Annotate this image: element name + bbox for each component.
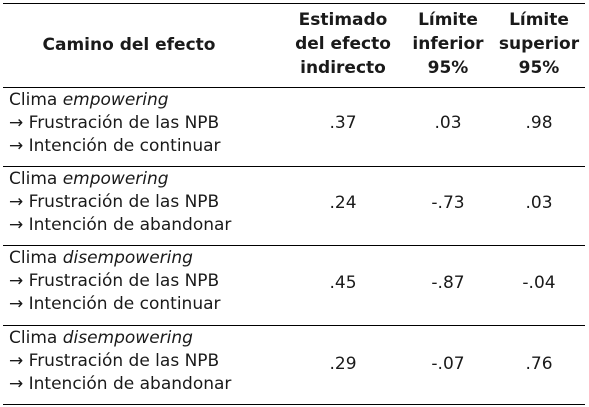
bottom-rule	[3, 404, 585, 405]
header-lower-l2: inferior	[412, 34, 484, 54]
row-4-clima-word: Clima	[9, 328, 58, 348]
row-1-path: Clima empowering → Frustración de las NP…	[9, 89, 221, 158]
row-3-climate: Clima disempowering	[9, 247, 221, 270]
row-3-climate-type: disempowering	[62, 248, 193, 268]
row-1-estimate: .37	[329, 113, 357, 133]
row-2-path: Clima empowering → Frustración de las NP…	[9, 168, 231, 237]
row-1-rule	[3, 166, 585, 167]
row-1-clima-word: Clima	[9, 90, 58, 110]
header-upper-l2: superior	[498, 34, 580, 54]
row-4-climate: Clima disempowering	[9, 327, 231, 350]
row-3-estimate: .45	[329, 273, 357, 293]
row-2-climate-type: empowering	[62, 169, 169, 189]
header-upper-l3: 95%	[518, 58, 560, 78]
row-1-step2: → Intención de continuar	[9, 136, 221, 156]
header-upper: Límite superior 95%	[493, 8, 585, 80]
row-3-lower: -.87	[431, 273, 465, 293]
header-estimate-l2: del efecto	[295, 34, 391, 54]
top-rule	[3, 3, 585, 4]
row-2-upper: .03	[525, 193, 553, 213]
row-3-step1: → Frustración de las NPB	[9, 271, 220, 291]
header-path-label: Camino del efecto	[42, 35, 216, 55]
row-4-estimate: .29	[329, 354, 357, 374]
header-rule	[3, 87, 585, 88]
row-2-climate: Clima empowering	[9, 168, 231, 191]
row-2-rule	[3, 245, 585, 246]
row-4-climate-type: disempowering	[62, 328, 193, 348]
row-1-climate-type: empowering	[62, 90, 169, 110]
row-1-climate: Clima empowering	[9, 89, 221, 112]
row-2-step1: → Frustración de las NPB	[9, 192, 220, 212]
header-estimate-l1: Estimado	[298, 10, 388, 30]
row-3-upper: -.04	[522, 273, 556, 293]
header-lower: Límite inferior 95%	[403, 8, 493, 80]
row-2-estimate: .24	[329, 193, 357, 213]
row-2-lower: -.73	[431, 193, 465, 213]
row-4-upper: .76	[525, 354, 553, 374]
header-path: Camino del efecto	[11, 33, 247, 57]
row-4-path: Clima disempowering → Frustración de las…	[9, 327, 231, 396]
row-2-step2: → Intención de abandonar	[9, 215, 232, 235]
header-estimate-l3: indirecto	[300, 58, 386, 78]
row-3-step2: → Intención de continuar	[9, 294, 221, 314]
row-1-lower: .03	[434, 113, 462, 133]
results-table: Camino del efecto Estimado del efecto in…	[3, 3, 585, 405]
row-3-clima-word: Clima	[9, 248, 58, 268]
row-4-lower: -.07	[431, 354, 465, 374]
row-4-step1: → Frustración de las NPB	[9, 351, 220, 371]
row-1-step1: → Frustración de las NPB	[9, 113, 220, 133]
row-2-clima-word: Clima	[9, 169, 58, 189]
header-lower-l3: 95%	[427, 58, 469, 78]
header-estimate: Estimado del efecto indirecto	[283, 8, 403, 80]
header-lower-l1: Límite	[418, 10, 478, 30]
row-3-path: Clima disempowering → Frustración de las…	[9, 247, 221, 316]
row-3-rule	[3, 325, 585, 326]
row-4-step2: → Intención de abandonar	[9, 374, 232, 394]
header-upper-l1: Límite	[509, 10, 569, 30]
row-1-upper: .98	[525, 113, 553, 133]
